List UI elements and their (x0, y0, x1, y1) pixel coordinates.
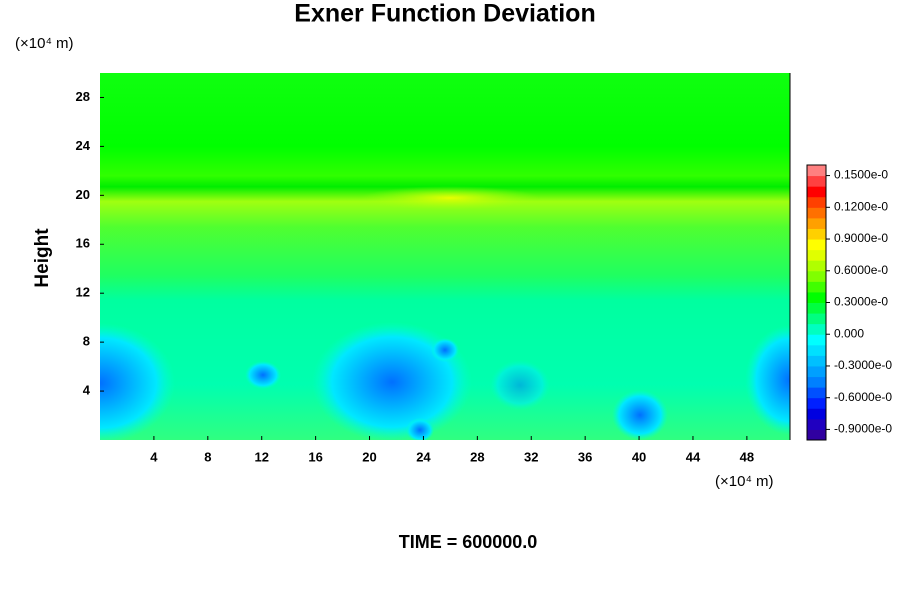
colorbar-label: 0.6000e-0 (834, 263, 888, 277)
colorbar-band (807, 165, 826, 177)
colorbar-band (807, 239, 826, 251)
colorbar-band (807, 270, 826, 282)
y-tick-label: 20 (76, 187, 90, 202)
x-tick-label: 48 (740, 449, 754, 464)
colorbar-band (807, 217, 826, 229)
colorbar-label: 0.3000e-0 (834, 295, 888, 309)
colorbar-band (807, 365, 826, 378)
colorbar-band (807, 302, 826, 314)
colorbar-label: 0.1500e-0 (834, 168, 888, 182)
colorbar-band (807, 249, 826, 261)
x-unit: (×10⁴ m) (715, 473, 774, 490)
chart-title: Exner Function Deviation (294, 0, 595, 28)
colorbar-band (807, 397, 826, 409)
colorbar-band (807, 228, 826, 240)
y-tick-label: 28 (76, 89, 90, 104)
colorbar-label: 0.9000e-0 (834, 231, 888, 245)
colorbar-band (807, 260, 826, 272)
colorbar-label: -0.6000e-0 (834, 390, 892, 404)
colorbar-label: 0.000 (834, 326, 864, 340)
y-unit: (×10⁴ m) (15, 35, 74, 52)
y-tick-label: 16 (76, 236, 90, 251)
colorbar-band (807, 376, 826, 388)
time-annotation: TIME = 600000.0 (399, 532, 538, 552)
contour-field (100, 73, 790, 440)
y-tick-label: 8 (83, 334, 90, 349)
colorbar-band (807, 344, 826, 356)
colorbar-band (807, 408, 826, 420)
y-tick-label: 4 (83, 383, 91, 398)
x-tick-label: 36 (578, 449, 592, 464)
x-tick-label: 8 (204, 449, 211, 464)
colorbar-label: -0.9000e-0 (834, 422, 892, 436)
colorbar-band (807, 291, 826, 303)
x-tick-label: 4 (150, 449, 158, 464)
colorbar-band (807, 334, 826, 346)
colorbar-band (807, 418, 826, 430)
colorbar-band (807, 429, 826, 441)
colorbar-band (807, 387, 826, 399)
colorbar-band (807, 355, 826, 367)
x-tick-label: 24 (416, 449, 431, 464)
colorbar-band (807, 186, 826, 198)
colorbar-band (807, 323, 826, 335)
colorbar-label: -0.3000e-0 (834, 358, 892, 372)
colorbar-band (807, 175, 826, 187)
y-axis-label: Height (32, 228, 53, 288)
x-tick-label: 40 (632, 449, 646, 464)
x-tick-label: 28 (470, 449, 484, 464)
x-tick-label: 20 (362, 449, 376, 464)
colorbar-band (807, 281, 826, 293)
y-tick-label: 12 (76, 285, 90, 300)
x-tick-label: 16 (308, 449, 322, 464)
y-tick-label: 24 (76, 138, 91, 153)
x-tick-label: 12 (254, 449, 268, 464)
colorbar-band (807, 313, 826, 325)
x-tick-label: 44 (686, 449, 701, 464)
x-tick-label: 32 (524, 449, 538, 464)
colorbar-band (807, 207, 826, 219)
colorbar-band (807, 196, 826, 208)
colorbar-label: 0.1200e-0 (834, 199, 888, 213)
